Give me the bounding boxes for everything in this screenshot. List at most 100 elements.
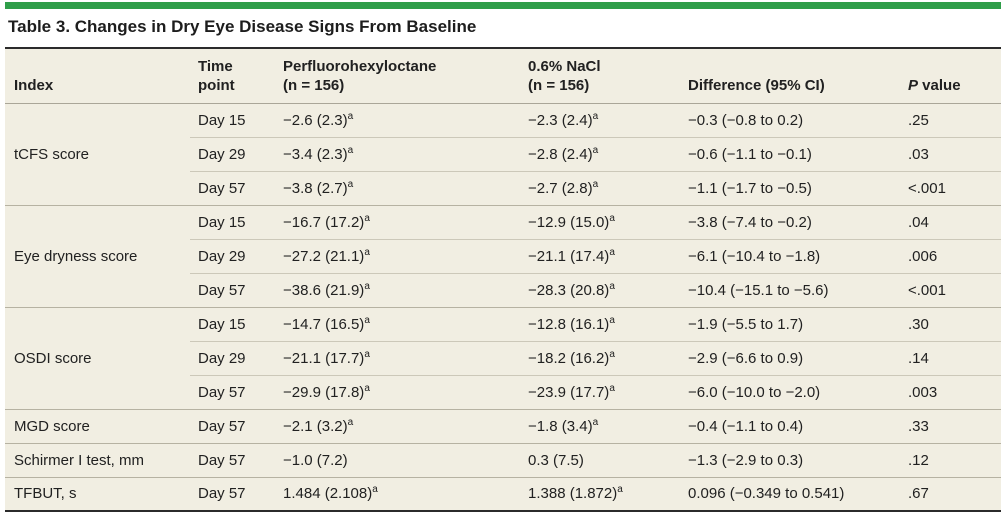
- superscript-a: a: [609, 246, 615, 258]
- nacl-cell: −12.8 (16.1)a: [520, 306, 680, 341]
- difference-cell: −1.3 (−2.9 to 0.3): [680, 442, 900, 477]
- p-value-cell: .30: [900, 306, 1001, 341]
- superscript-a: a: [592, 416, 599, 428]
- nacl-cell: −1.8 (3.4)a: [520, 408, 680, 443]
- nacl-cell: 0.3 (7.5): [520, 442, 680, 477]
- difference-cell: −10.4 (−15.1 to −5.6): [680, 272, 900, 307]
- time-point-cell: Day 57: [190, 374, 275, 409]
- header-p-value: P value: [900, 49, 1001, 104]
- superscript-a: a: [609, 382, 615, 394]
- header-time-point-line2: point: [198, 76, 235, 94]
- superscript-a: a: [347, 144, 354, 156]
- nacl-cell: 1.388 (1.872)a: [520, 476, 680, 511]
- perfluorohexyloctane-cell: −27.2 (21.1)a: [275, 238, 520, 273]
- perfluorohexyloctane-cell: −29.9 (17.8)a: [275, 374, 520, 409]
- superscript-a: a: [372, 484, 378, 496]
- perfluorohexyloctane-cell: −16.7 (17.2)a: [275, 204, 520, 239]
- difference-cell: −6.0 (−10.0 to −2.0): [680, 374, 900, 409]
- p-value-cell: <.001: [900, 170, 1001, 205]
- p-value-cell: .04: [900, 204, 1001, 239]
- nacl-cell: −28.3 (20.8)a: [520, 272, 680, 307]
- difference-cell: −3.8 (−7.4 to −0.2): [680, 204, 900, 239]
- header-p-rest: value: [918, 76, 961, 94]
- table-title: Table 3. Changes in Dry Eye Disease Sign…: [5, 9, 1001, 49]
- difference-cell: −1.1 (−1.7 to −0.5): [680, 170, 900, 205]
- table-row: TFBUT, s Day 57 1.484 (2.108)a 1.388 (1.872…: [5, 476, 1001, 511]
- superscript-a: a: [347, 110, 354, 122]
- index-cell: tCFS score: [14, 145, 90, 163]
- perfluorohexyloctane-cell: −21.1 (17.7)a: [275, 340, 520, 375]
- difference-cell: −0.6 (−1.1 to −0.1): [680, 136, 900, 171]
- time-point-cell: Day 29: [190, 136, 275, 171]
- time-point-cell: Day 57: [190, 476, 275, 511]
- table-row: Eye dryness score Day 15 −16.7 (17.2)a −12.…: [5, 204, 1001, 307]
- index-cell: TFBUT, s: [5, 476, 190, 511]
- time-point-cell: Day 57: [190, 442, 275, 477]
- nacl-cell: −18.2 (16.2)a: [520, 340, 680, 375]
- difference-cell: −0.3 (−0.8 to 0.2): [688, 111, 804, 129]
- table-row: Day 29 −27.2 (21.1)a −21.1 (17.4)a −6.1 (−1…: [5, 238, 1001, 273]
- superscript-a: a: [364, 382, 370, 394]
- table-figure: Table 3. Changes in Dry Eye Disease Sign…: [5, 2, 1001, 512]
- p-value-cell: .12: [900, 442, 1001, 477]
- table-body: tCFS score Day 15 −2.6 (2.3)a −2.3 (2.4)a −0…: [5, 103, 1001, 511]
- header-nacl-line2: (n = 156): [528, 76, 590, 94]
- perfluorohexyloctane-cell: 1.484 (2.108)a: [275, 476, 520, 511]
- time-point-cell: Day 57: [190, 170, 275, 205]
- index-cell: Eye dryness score: [5, 204, 190, 307]
- time-point-cell: Day 29: [190, 238, 275, 273]
- superscript-a: a: [347, 416, 354, 428]
- header-time-point-line1: Time: [198, 58, 233, 75]
- time-point-cell: Day 29: [190, 340, 275, 375]
- difference-cell: −0.4 (−1.1 to 0.4): [680, 408, 900, 443]
- p-value-cell: <.001: [900, 272, 1001, 307]
- accent-bar: [5, 2, 1001, 9]
- nacl-cell: −2.3 (2.4)a: [528, 110, 599, 129]
- p-value-cell: .03: [900, 136, 1001, 171]
- header-difference: Difference (95% CI): [680, 49, 900, 104]
- superscript-a: a: [592, 144, 599, 156]
- index-cell: OSDI score: [5, 306, 190, 409]
- table-row: Day 57 −3.8 (2.7)a −2.7 (2.8)a −1.1 (−1.7 t…: [5, 170, 1001, 205]
- header-index: Index: [5, 49, 190, 104]
- header-nacl: 0.6% NaCl (n = 156): [520, 49, 680, 104]
- difference-cell: −2.9 (−6.6 to 0.9): [680, 340, 900, 375]
- perfluorohexyloctane-cell: −2.6 (2.3)a: [283, 110, 354, 129]
- nacl-cell: −12.9 (15.0)a: [520, 204, 680, 239]
- header-perfluorohexyloctane: Perfluorohexyloctane (n = 156): [275, 49, 520, 104]
- table-row: MGD score Day 57 −2.1 (3.2)a −1.8 (3.4)a −0.…: [5, 408, 1001, 443]
- superscript-a: a: [364, 246, 370, 258]
- superscript-a: a: [609, 212, 615, 224]
- time-point-cell: Day 57: [190, 272, 275, 307]
- header-pfho-line2: (n = 156): [283, 76, 345, 94]
- perfluorohexyloctane-cell: −14.7 (16.5)a: [275, 306, 520, 341]
- p-value-cell: .14: [900, 340, 1001, 375]
- superscript-a: a: [347, 178, 354, 190]
- table-row: Day 57 −38.6 (21.9)a −28.3 (20.8)a −10.4 (−…: [5, 272, 1001, 307]
- nacl-cell: −23.9 (17.7)a: [520, 374, 680, 409]
- superscript-a: a: [592, 110, 599, 122]
- time-point-cell: Day 15: [190, 204, 275, 239]
- table-row: Day 57 −29.9 (17.8)a −23.9 (17.7)a −6.0 (−1…: [5, 374, 1001, 409]
- header-nacl-line1: 0.6% NaCl: [528, 58, 601, 75]
- perfluorohexyloctane-cell: −2.1 (3.2)a: [275, 408, 520, 443]
- superscript-a: a: [617, 484, 623, 496]
- time-point-cell: Day 57: [190, 408, 275, 443]
- header-p-italic: P: [908, 76, 919, 94]
- superscript-a: a: [364, 212, 370, 224]
- superscript-a: a: [592, 178, 599, 190]
- table-row: OSDI score Day 15 −14.7 (16.5)a −12.8 (16.1…: [5, 306, 1001, 409]
- table3: Index Time point Perfluorohexyloctane (n =…: [5, 49, 1001, 512]
- nacl-cell: −2.8 (2.4)a: [520, 136, 680, 171]
- table-row: Day 29 −21.1 (17.7)a −18.2 (16.2)a −2.9 (−6…: [5, 340, 1001, 375]
- time-point-cell: Day 15: [190, 306, 275, 341]
- header-row: Index Time point Perfluorohexyloctane (n =…: [5, 49, 1001, 104]
- nacl-cell: −21.1 (17.4)a: [520, 238, 680, 273]
- header-pfho-line1: Perfluorohexyloctane: [283, 58, 437, 75]
- header-time-point: Time point: [190, 49, 275, 104]
- superscript-a: a: [609, 348, 615, 360]
- p-value-cell: .003: [900, 374, 1001, 409]
- index-cell: Schirmer I test, mm: [5, 442, 190, 477]
- superscript-a: a: [609, 314, 615, 326]
- p-value-cell: .33: [900, 408, 1001, 443]
